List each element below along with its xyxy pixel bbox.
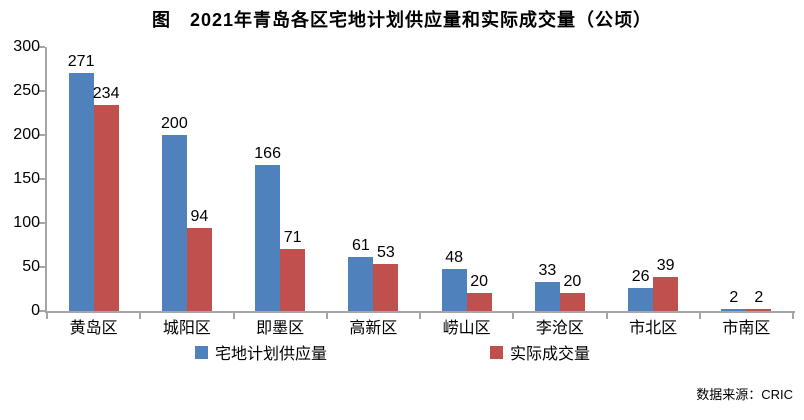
value-label: 33 (538, 262, 557, 279)
value-label: 2 (729, 289, 739, 306)
x-axis-tick (698, 313, 701, 319)
x-axis-line (45, 311, 795, 313)
category-label: 即墨区 (256, 320, 305, 337)
y-axis-tick (38, 310, 45, 312)
y-axis-tick (38, 46, 45, 48)
bar-supply (255, 165, 281, 311)
bar-supply (348, 257, 374, 311)
category-label: 城阳区 (162, 320, 211, 337)
x-axis-tick (325, 313, 328, 319)
bar-transaction (653, 277, 679, 311)
category-label: 黄岛区 (69, 320, 118, 337)
value-label: 53 (376, 244, 395, 261)
category-label: 李沧区 (535, 320, 584, 337)
bar-transaction (373, 264, 399, 311)
x-axis-tick (419, 313, 421, 319)
x-axis-tick (46, 313, 48, 319)
y-tick-label: 0 (31, 302, 40, 319)
y-axis-tick (38, 90, 45, 92)
value-label: 20 (563, 273, 582, 290)
value-label: 200 (161, 115, 188, 132)
bar-transaction (186, 228, 212, 311)
legend-label-supply: 宅地计划供应量 (215, 346, 328, 363)
x-axis-tick (139, 313, 142, 319)
bar-transaction (280, 249, 306, 311)
value-label: 26 (631, 268, 650, 285)
x-axis-tick (605, 313, 608, 319)
value-label: 71 (283, 229, 302, 246)
bar-transaction (466, 293, 492, 311)
y-axis-tick (38, 178, 45, 180)
value-label: 61 (351, 237, 370, 254)
value-label: 166 (254, 145, 281, 162)
y-axis-line (45, 47, 47, 313)
bar-supply (721, 309, 747, 311)
value-label: 234 (92, 85, 120, 102)
y-tick-label: 200 (13, 126, 40, 143)
value-label: 2 (754, 289, 764, 306)
y-axis-tick (38, 222, 45, 224)
value-label: 94 (190, 208, 209, 225)
bar-supply (534, 282, 560, 311)
bar-supply (68, 73, 94, 311)
value-label: 48 (445, 249, 464, 266)
y-tick-label: 250 (13, 82, 40, 99)
category-label: 高新区 (349, 320, 398, 337)
bar-transaction (93, 105, 119, 311)
x-axis-tick (232, 313, 235, 319)
legend-label-transaction: 实际成交量 (510, 346, 591, 363)
bar-supply (161, 135, 187, 311)
y-tick-label: 100 (13, 214, 40, 231)
y-tick-label: 150 (13, 170, 40, 187)
x-axis-tick (512, 313, 515, 319)
data-source: 数据来源：CRIC (696, 387, 793, 402)
value-label: 39 (656, 257, 675, 274)
legend-item-transaction: 实际成交量 (490, 344, 590, 363)
value-label: 20 (470, 273, 489, 290)
legend-swatch-supply (195, 345, 208, 359)
category-label: 市北区 (629, 320, 678, 337)
y-tick-label: 50 (22, 258, 40, 275)
y-axis-tick (38, 266, 45, 268)
category-label: 市南区 (722, 320, 771, 337)
category-label: 崂山区 (442, 320, 491, 337)
bar-supply (441, 269, 467, 311)
bar-transaction (746, 309, 772, 311)
bar-transaction (559, 293, 585, 311)
y-axis-tick (38, 134, 45, 136)
legend-swatch-transaction (490, 345, 503, 359)
legend-item-supply: 宅地计划供应量 (195, 344, 327, 363)
value-label: 271 (67, 53, 95, 70)
y-tick-label: 300 (13, 38, 40, 55)
x-axis-tick (792, 313, 794, 319)
bar-supply (628, 288, 654, 311)
chart-title: 图 2021年青岛各区宅地计划供应量和实际成交量（公顷） (151, 10, 653, 30)
